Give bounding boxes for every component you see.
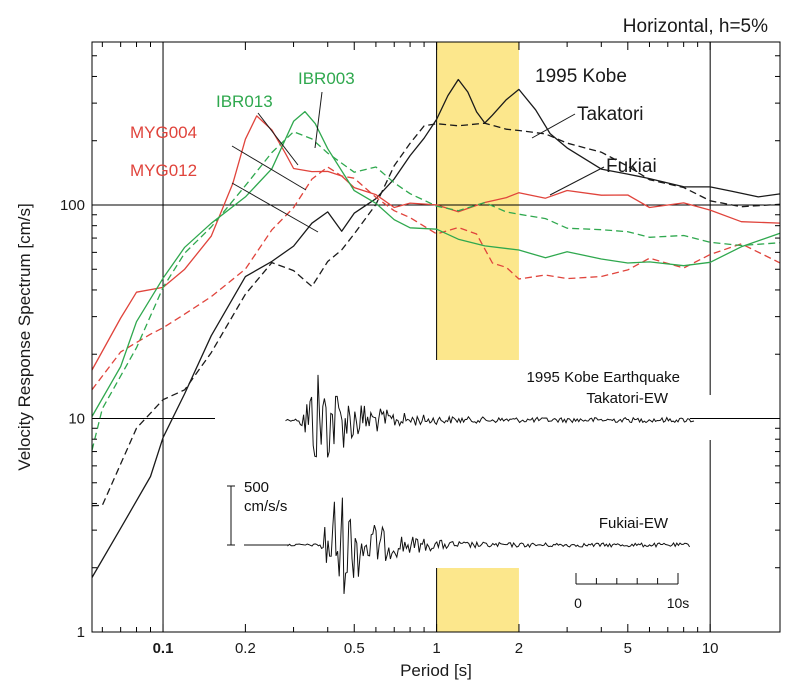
leader-line — [549, 166, 605, 196]
trace2-label: Fukiai-EW — [599, 515, 669, 532]
highlight-band-upper — [436, 42, 519, 360]
series-line-ibr003 — [91, 110, 781, 417]
x-tick-label: 0.2 — [235, 640, 256, 657]
y-tick-label: 1 — [77, 624, 85, 641]
y-tick-label: 10 — [68, 410, 85, 427]
leader-line — [314, 91, 323, 149]
plot-frame — [91, 41, 781, 633]
curve-label-1995-kobe: 1995 Kobe — [535, 66, 627, 87]
curve-label-ibr003: IBR003 — [298, 69, 355, 88]
curve-label-myg004: MYG004 — [130, 123, 197, 142]
leader-line — [531, 113, 576, 139]
curve-label-takatori: Takatori — [577, 104, 644, 125]
inset-caption-line2: Takatori-EW — [586, 390, 669, 407]
x-tick-label: 0.5 — [344, 640, 365, 657]
inset-caption-line1: 1995 Kobe Earthquake — [527, 369, 680, 386]
curve-label-myg012: MYG012 — [130, 161, 197, 180]
x-tick-label: 10 — [702, 640, 719, 657]
amp-scale-value: 500 — [244, 479, 269, 496]
leader-line — [257, 112, 299, 166]
series-line-myg012 — [91, 166, 781, 391]
spectrum-curves — [91, 78, 781, 578]
curve-label-ibr013: IBR013 — [216, 92, 273, 111]
y-tick-label: 100 — [60, 197, 85, 214]
waveform-fukiai-ew — [244, 497, 691, 594]
highlight-band-lower — [436, 568, 519, 632]
series-line-ibr013 — [91, 131, 781, 451]
x-tick-label: 1 — [432, 640, 440, 657]
time-scale-end: 10s — [667, 595, 690, 611]
chart-title: Horizontal, h=5% — [623, 16, 768, 37]
plot-background — [92, 42, 780, 632]
time-scale-start: 0 — [574, 595, 582, 611]
series-line-fukiai — [91, 122, 781, 507]
curve-labels: IBR003 IBR013 MYG004 MYG012 1995 Kobe Takator… — [130, 66, 657, 233]
x-axis-label: Period [s] — [400, 661, 472, 680]
x-tick-label: 0.1 — [153, 640, 174, 657]
y-axis-label: Velocity Response Spectrum [cm/s] — [15, 203, 34, 470]
x-tick-label: 2 — [515, 640, 523, 657]
series-line-takatori — [91, 78, 781, 578]
waveform-takatori-ew — [285, 374, 695, 458]
axis-ticks: 0.1 0.2 0.5 1 2 5 10 1 10 100 — [60, 42, 780, 657]
x-tick-label: 5 — [624, 640, 632, 657]
curve-label-fukiai: Fukiai — [606, 156, 657, 177]
leader-line — [231, 182, 319, 233]
amp-scale-unit: cm/s/s — [244, 498, 287, 515]
leader-line — [231, 145, 307, 191]
waveform-inset: 500 cm/s/s 0 10s 1995 Kobe Earthquake Takator… — [227, 369, 695, 611]
period-highlight-band — [436, 42, 519, 632]
